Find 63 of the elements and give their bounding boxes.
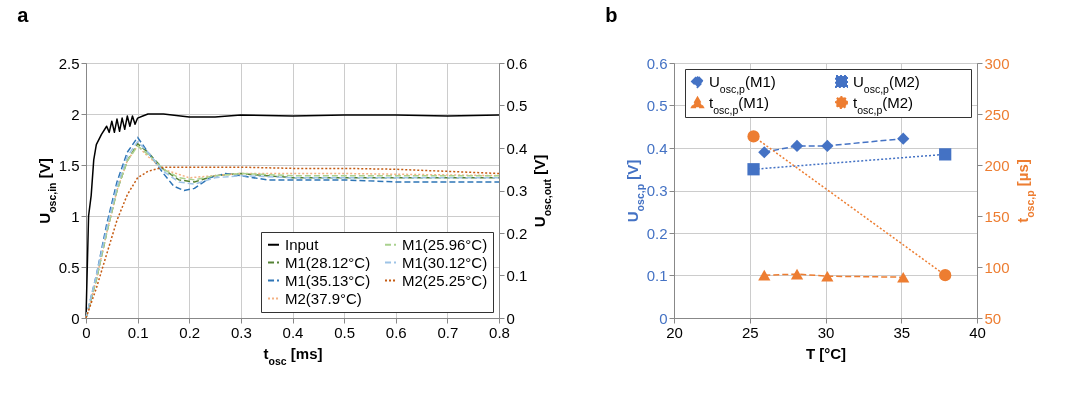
y2-tick-label: 250 [984,105,1010,123]
point [758,146,771,159]
y-tick-label: 2 [71,105,80,123]
point [790,139,804,152]
legend-label: M1(35.13°C) [285,271,371,289]
x-tick-label: 20 [666,323,683,341]
point [821,270,834,282]
y-tick-label: 2.5 [58,54,80,72]
point [939,148,952,161]
legend-label: M1(30.12°C) [402,253,488,271]
x-tick-label: 0.6 [385,323,407,341]
y-tick-label: 0.4 [646,139,668,157]
y2-tick-label: 50 [984,309,1002,327]
point [790,268,804,280]
x-tick-label: 0.7 [437,323,459,341]
legend-label: U$_{osc,p}$(M2) [853,72,920,95]
x-tick-label: 30 [817,323,835,341]
legend-label: Input [285,235,320,253]
point [897,271,910,283]
y2-tick-label: 0.4 [506,139,528,157]
x-tick-label: 0.3 [230,323,252,341]
x-tick-label: 40 [969,323,986,341]
legend-label: U$_{osc,p}$(M1) [709,72,776,95]
y-tick-label: 0 [71,309,80,327]
y-tick-label: 0.3 [646,182,668,199]
y-tick-label: 0.1 [646,267,668,284]
x-tick-label: 0.2 [179,323,201,341]
x-tick-label: 35 [893,323,911,341]
y-tick-label: 0.2 [646,224,668,242]
point [747,130,760,143]
y-tick-label: 0.5 [58,258,80,276]
x-tick-label: 0 [82,323,91,341]
y2-tick-label: 0.1 [506,267,528,284]
x-tick-label: 25 [741,323,759,341]
point [747,163,760,176]
y2-tick-label: 150 [984,207,1010,225]
y2-tick-label: 0.6 [506,54,528,72]
legend-label: M1(25.96°C) [402,235,488,253]
y2-tick-label: 0.5 [506,97,528,114]
y2-tick-label: 200 [984,156,1010,174]
y-tick-label: 0.5 [646,97,668,114]
y-tick-label: 0 [659,309,668,327]
chart-title: a [17,4,30,26]
y-tick-label: 1 [71,207,80,225]
chart-title: b [605,4,618,26]
y-tick-label: 0.6 [646,54,668,72]
legend-label: M1(28.12°C) [285,253,371,271]
point [758,269,771,281]
point [897,132,910,145]
y2-tick-label: 300 [984,54,1010,72]
y2-tick-label: 0.2 [506,224,528,242]
x-axis-title: t$_{osc}$ [ms] [263,344,323,367]
legend-label: M2(25.25°C) [402,271,488,289]
y2-tick-label: 100 [984,258,1010,276]
x-tick-label: 0.1 [127,323,149,341]
y-tick-label: 1.5 [58,156,80,174]
y2-tick-label: 0.3 [506,182,528,199]
point [821,139,834,152]
x-axis-title: T [°C] [805,344,847,362]
x-tick-label: 0.4 [282,323,304,341]
x-tick-label: 0.5 [334,323,356,341]
point [939,269,952,282]
legend-label: M2(37.9°C) [285,289,362,307]
